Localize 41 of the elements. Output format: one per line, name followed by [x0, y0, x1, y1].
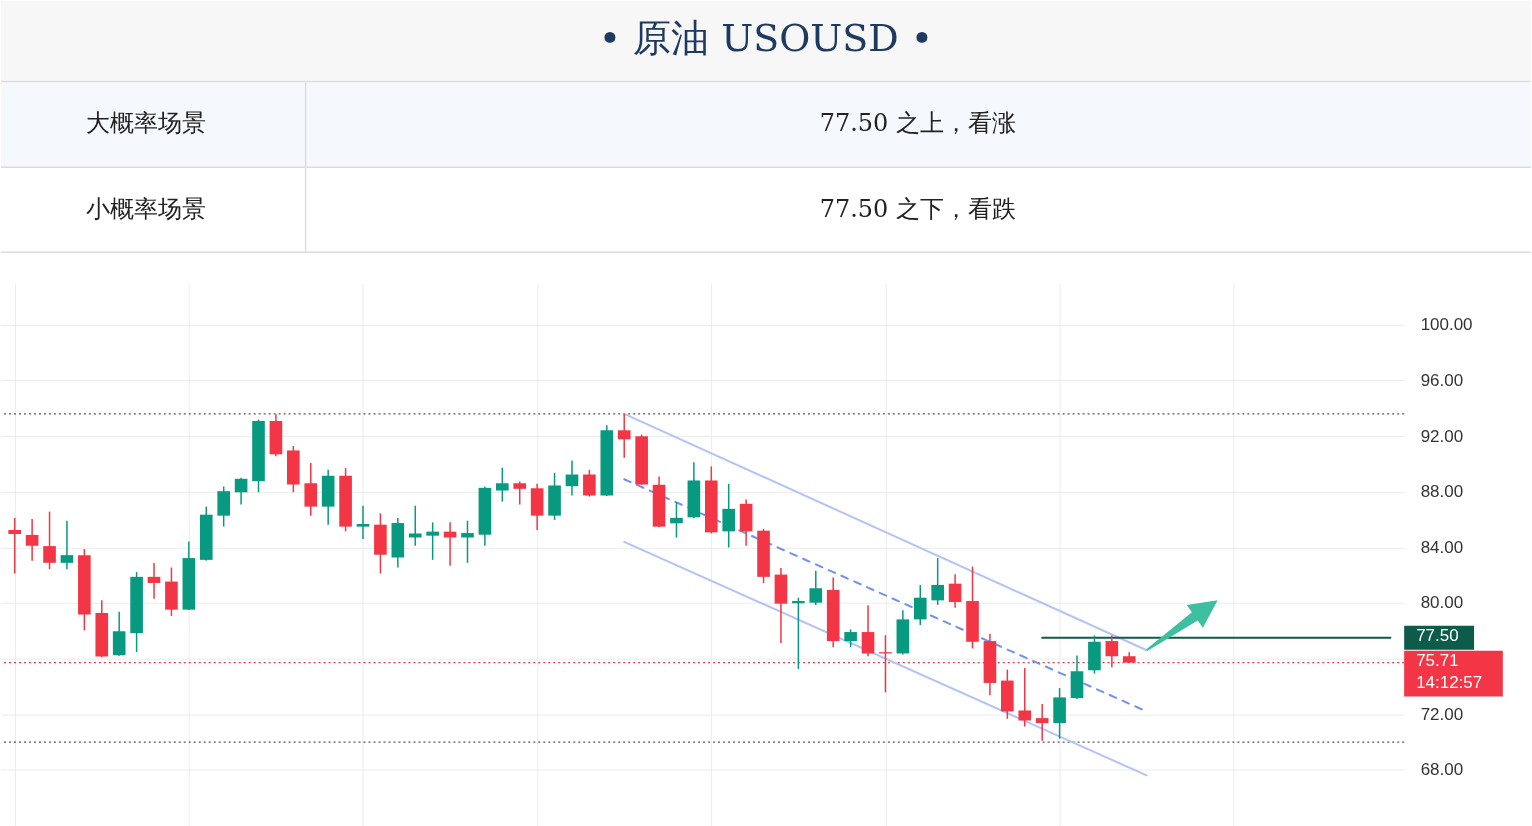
candlestick	[408, 504, 422, 547]
candlestick	[356, 504, 370, 540]
data-label: 77.50	[1416, 625, 1459, 645]
candlestick	[304, 462, 318, 517]
candlestick	[861, 604, 875, 657]
y-tick-label: 88.00	[1420, 482, 1464, 502]
ref-line-label: 75.71 14:12:57	[1416, 650, 1483, 692]
chart-title: • 原油 USOUSD •	[598, 16, 934, 61]
candlestick	[931, 557, 944, 606]
y-tick-label: 80.00	[1420, 593, 1464, 613]
candlestick	[617, 412, 631, 459]
candlestick	[948, 573, 962, 609]
candlestick	[583, 469, 596, 498]
candlestick	[792, 596, 805, 670]
candlestick	[496, 466, 509, 503]
text: 大概率场景	[85, 109, 206, 138]
candlestick	[147, 562, 161, 600]
candlestick	[722, 483, 736, 549]
y-tick-label: 84.00	[1420, 537, 1464, 557]
candlestick	[809, 570, 823, 606]
text: 77.50 之上，看涨	[819, 109, 1016, 138]
y-tick-label: 96.00	[1420, 371, 1464, 390]
text: 77.50 之下，看跌	[819, 195, 1016, 224]
candlestick	[513, 480, 527, 506]
candlestick	[670, 501, 683, 539]
candlestick	[112, 610, 126, 657]
y-tick-label: 100.00	[1420, 315, 1473, 335]
candlestick	[43, 510, 56, 570]
candlestick	[60, 519, 74, 570]
text: 小概率场景	[85, 195, 206, 224]
y-tick-label: 92.00	[1420, 426, 1464, 446]
candlestick	[8, 517, 22, 575]
candlestick	[1018, 667, 1032, 728]
y-tick-label: 72.00	[1420, 704, 1464, 724]
candlestick	[1035, 703, 1049, 742]
candlestick	[461, 519, 474, 564]
candlestick	[426, 521, 439, 561]
y-tick-label: 68.00	[1420, 760, 1464, 780]
candlestick	[913, 584, 927, 626]
candlestick	[234, 477, 248, 506]
candlestick	[25, 518, 39, 562]
